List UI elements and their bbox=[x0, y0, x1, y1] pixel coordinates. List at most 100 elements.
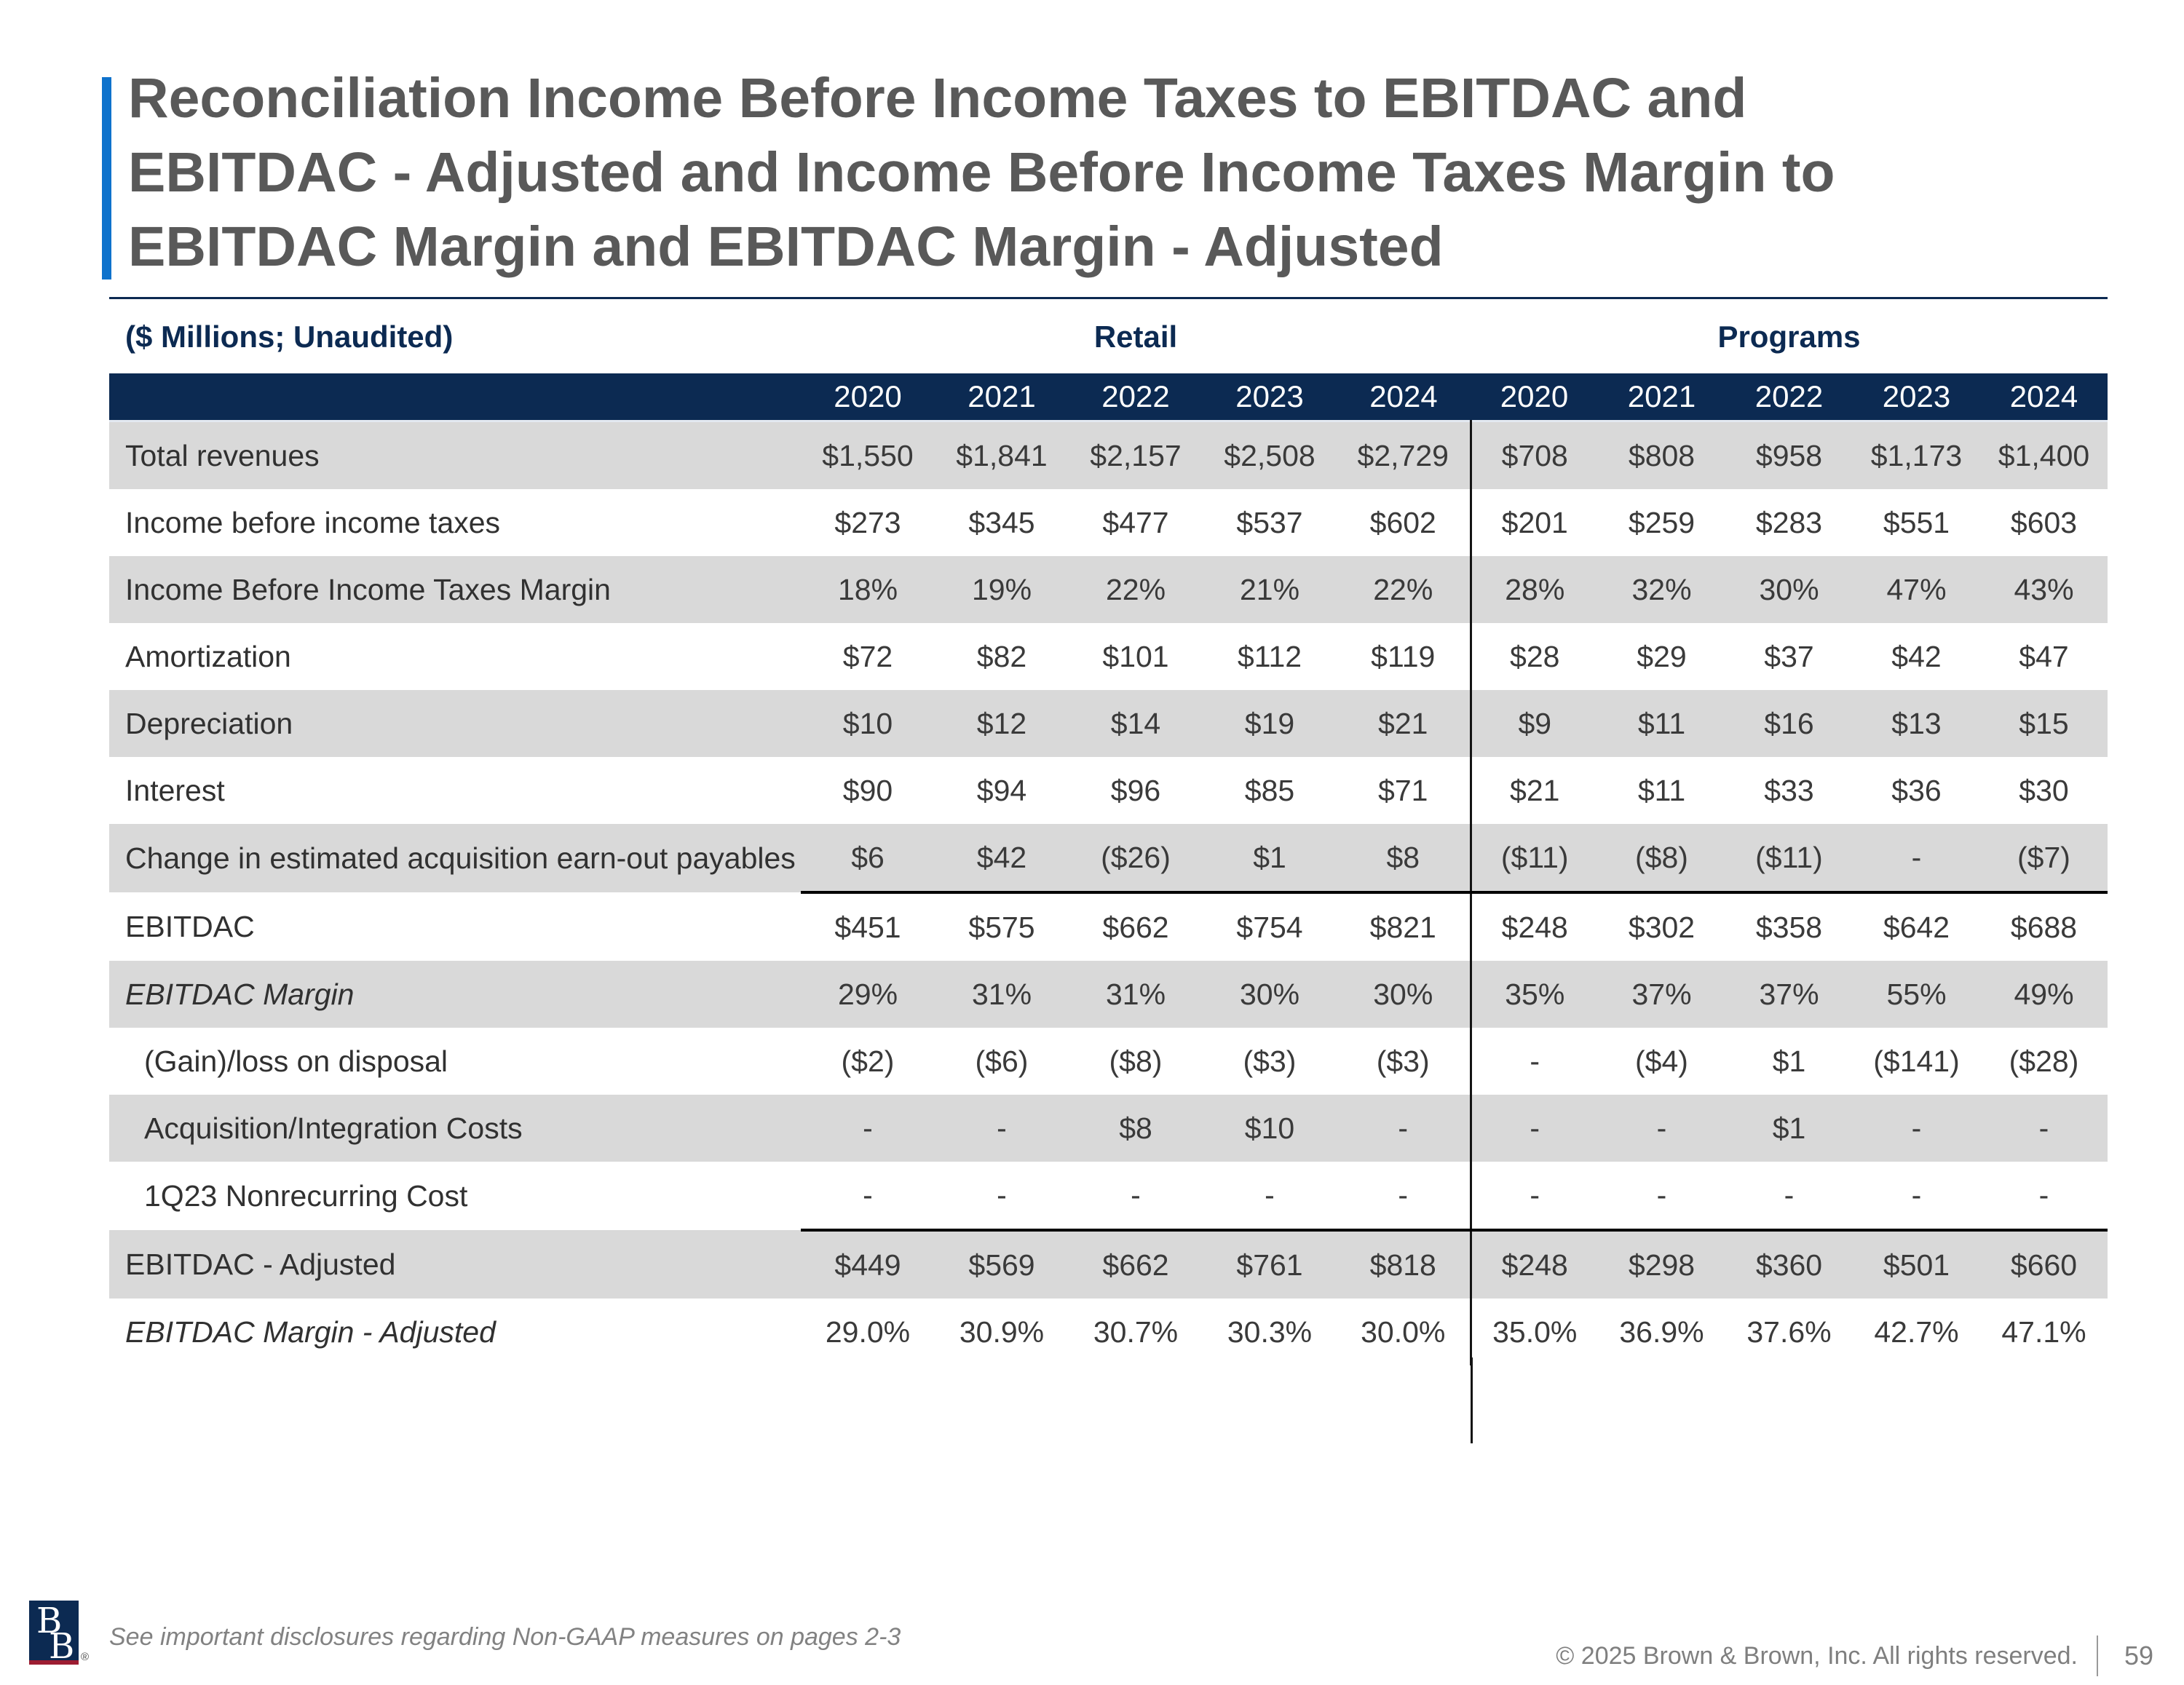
value-cell: $42 bbox=[935, 824, 1069, 894]
value-cell: $112 bbox=[1237, 639, 1302, 673]
row-label: EBITDAC - Adjusted bbox=[125, 1247, 396, 1281]
value-cell: $16 bbox=[1764, 706, 1814, 740]
value-cell: 29.0% bbox=[825, 1315, 911, 1349]
value-cell: $345 bbox=[968, 505, 1035, 539]
value-cell: $248 bbox=[1469, 892, 1598, 961]
year-header: 2022 bbox=[1725, 373, 1853, 421]
reconciliation-table: 2020 2021 2022 2023 2024 2020 2021 2022 2023 2024… bbox=[109, 373, 2108, 1365]
value-cell: $248 bbox=[1469, 1230, 1598, 1299]
value-cell: ($11) bbox=[1469, 824, 1598, 894]
value-cell: $36 bbox=[1891, 773, 1942, 807]
value-cell: - bbox=[1203, 1162, 1337, 1232]
row-label: Income Before Income Taxes Margin bbox=[125, 572, 611, 606]
value-cell: $96 bbox=[1110, 773, 1161, 807]
value-cell: $551 bbox=[1883, 505, 1950, 539]
value-cell: ($3) bbox=[1376, 1044, 1430, 1078]
year-header-row: 2020 2021 2022 2023 2024 2020 2021 2022 2023 2024 bbox=[109, 373, 2108, 421]
value-cell: ($141) bbox=[1873, 1044, 1960, 1078]
value-cell: $15 bbox=[2019, 706, 2069, 740]
value-cell: - bbox=[1853, 824, 1980, 894]
title-accent-bar bbox=[102, 77, 111, 279]
value-cell: 32% bbox=[1631, 572, 1692, 606]
value-cell: - bbox=[1980, 1162, 2108, 1232]
value-cell: $1,400 bbox=[1998, 438, 2090, 472]
value-cell: $21 bbox=[1378, 706, 1428, 740]
value-cell: $6 bbox=[801, 824, 935, 894]
value-cell: 36.9% bbox=[1619, 1315, 1704, 1349]
value-cell: $2,157 bbox=[1090, 438, 1182, 472]
value-cell: 30.0% bbox=[1361, 1315, 1446, 1349]
value-cell: $29 bbox=[1637, 639, 1687, 673]
value-cell: $449 bbox=[834, 1248, 901, 1282]
value-cell: - bbox=[2038, 1111, 2049, 1145]
value-cell: 37% bbox=[1631, 977, 1692, 1011]
value-cell: $662 bbox=[1102, 910, 1169, 944]
value-cell: $451 bbox=[834, 910, 901, 944]
value-cell: ($26) bbox=[1069, 824, 1203, 894]
row-label: Interest bbox=[125, 773, 225, 807]
page-title: Reconciliation Income Before Income Taxe… bbox=[128, 61, 2111, 284]
footer-right: © 2025 Brown & Brown, Inc. All rights re… bbox=[1556, 1633, 2153, 1678]
table-row: EBITDAC Margin 29% 31% 31% 30% 30% 35% 37% 37% 55… bbox=[109, 961, 2108, 1028]
registered-trademark: ® bbox=[81, 1651, 90, 1663]
value-cell: $808 bbox=[1628, 438, 1696, 472]
row-label: Income before income taxes bbox=[125, 505, 501, 539]
table-row: Acquisition/Integration Costs - - $8 $10 - - - $… bbox=[109, 1095, 2108, 1162]
value-cell: $360 bbox=[1755, 1248, 1823, 1282]
value-cell: $19 bbox=[1244, 706, 1295, 740]
value-cell: $90 bbox=[842, 773, 893, 807]
year-header: 2023 bbox=[1853, 373, 1980, 421]
value-cell: - bbox=[935, 1162, 1069, 1232]
table-row: 1Q23 Nonrecurring Cost - - - - - - - - - - bbox=[109, 1162, 2108, 1232]
value-cell: 19% bbox=[971, 572, 1032, 606]
svg-text:B: B bbox=[49, 1626, 74, 1665]
value-cell: $298 bbox=[1628, 1248, 1696, 1282]
value-cell: $358 bbox=[1755, 910, 1823, 944]
value-cell: ($7) bbox=[1980, 824, 2108, 894]
value-cell: - bbox=[1911, 1111, 1922, 1145]
value-cell: $8 bbox=[1337, 824, 1471, 894]
value-cell: $82 bbox=[976, 639, 1027, 673]
table-row: EBITDAC - Adjusted $449 $569 $662 $761 $818 $2… bbox=[109, 1230, 2108, 1299]
value-cell: $603 bbox=[2010, 505, 2078, 539]
table-row: Total revenues $1,550 $1,841 $2,157 $2,508 $2… bbox=[109, 421, 2108, 489]
value-cell: $761 bbox=[1236, 1248, 1303, 1282]
row-label: EBITDAC Margin bbox=[125, 977, 355, 1011]
value-cell: $21 bbox=[1469, 757, 1598, 824]
page-number: 59 bbox=[2124, 1641, 2153, 1670]
value-cell: 55% bbox=[1886, 977, 1947, 1011]
value-cell: 30% bbox=[1759, 572, 1819, 606]
value-cell: 47.1% bbox=[2001, 1315, 2086, 1349]
value-cell: $259 bbox=[1628, 505, 1696, 539]
value-cell: 31% bbox=[971, 977, 1032, 1011]
segment-header-retail: Retail bbox=[1093, 320, 1178, 354]
value-cell: $101 bbox=[1102, 639, 1169, 673]
value-cell: ($3) bbox=[1243, 1044, 1297, 1078]
value-cell: $501 bbox=[1883, 1248, 1950, 1282]
value-cell: $575 bbox=[968, 910, 1035, 944]
year-header: 2024 bbox=[1980, 373, 2108, 421]
value-cell: $273 bbox=[834, 505, 901, 539]
value-cell: $708 bbox=[1469, 421, 1598, 489]
row-label: EBITDAC Margin - Adjusted bbox=[125, 1315, 496, 1349]
value-cell: 42.7% bbox=[1874, 1315, 1959, 1349]
value-cell: $2,508 bbox=[1224, 438, 1315, 472]
page-title-line-3: EBITDAC Margin and EBITDAC Margin - Adju… bbox=[128, 215, 1444, 278]
value-cell: ($8) bbox=[1109, 1044, 1163, 1078]
year-header: 2023 bbox=[1203, 373, 1337, 421]
value-cell: $11 bbox=[1637, 706, 1686, 740]
value-cell: 37% bbox=[1759, 977, 1819, 1011]
value-cell: $94 bbox=[976, 773, 1027, 807]
value-cell: $8 bbox=[1119, 1111, 1152, 1145]
value-cell: $660 bbox=[2010, 1248, 2078, 1282]
value-cell: - bbox=[1598, 1162, 1725, 1232]
value-cell: 21% bbox=[1239, 572, 1300, 606]
value-cell: $10 bbox=[842, 706, 893, 740]
value-cell: $958 bbox=[1755, 438, 1823, 472]
table-row: Interest $90 $94 $96 $85 $71 $21 $11 $33 $36 $30 bbox=[109, 757, 2108, 824]
value-cell: 29% bbox=[837, 977, 898, 1011]
value-cell: - bbox=[1469, 1095, 1598, 1162]
value-cell: 30% bbox=[1239, 977, 1300, 1011]
value-cell: $9 bbox=[1469, 690, 1598, 757]
value-cell: - bbox=[1469, 1162, 1598, 1232]
